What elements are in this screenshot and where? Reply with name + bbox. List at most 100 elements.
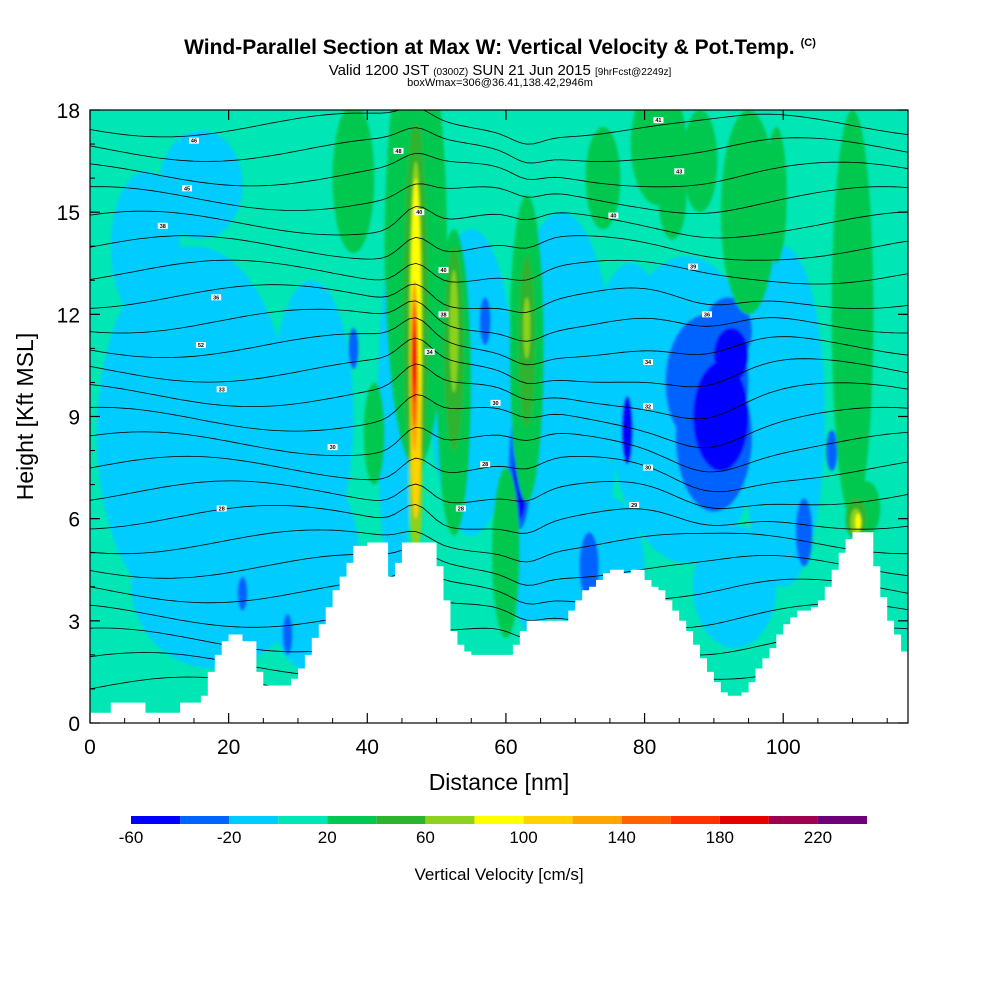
- x-tick-label: 0: [84, 736, 96, 759]
- colorbar-tick-label: -20: [217, 828, 242, 847]
- colorbar-swatch: [131, 816, 181, 824]
- contour-label-bg: [674, 168, 685, 175]
- velocity-cell: [523, 297, 531, 359]
- colorbar-swatch: [621, 816, 671, 824]
- velocity-cell: [826, 430, 838, 471]
- isentrope-line: [90, 547, 908, 586]
- contour-label-bg: [327, 444, 338, 451]
- contour-label-bg: [490, 399, 501, 406]
- contour-label-bg: [455, 505, 466, 512]
- colorbar-tick-label: 220: [804, 828, 832, 847]
- contour-label-bg: [157, 222, 168, 229]
- velocity-cell: [596, 263, 666, 434]
- colorbar-swatch: [572, 816, 622, 824]
- velocity-cell: [282, 614, 293, 655]
- contour-label: 39: [690, 265, 696, 271]
- velocity-cell: [409, 123, 423, 179]
- contour-label: 40: [416, 210, 422, 216]
- isentrope-line: [90, 363, 908, 420]
- colorbar-swatch: [523, 816, 573, 824]
- velocity-cell: [765, 127, 787, 264]
- chart-subtitle: Valid 1200 JST (0300Z) SUN 21 Jun 2015 […: [328, 62, 672, 79]
- colorbar-tick-label: -60: [119, 828, 144, 847]
- contour-label: 28: [482, 462, 488, 468]
- contour-label-bg: [480, 461, 491, 468]
- contour-label-bg: [438, 267, 449, 274]
- contour-label: 40: [440, 268, 446, 274]
- colorbar-swatch: [278, 816, 328, 824]
- x-axis-label: Distance [nm]: [429, 769, 570, 795]
- velocity-cell: [110, 171, 181, 322]
- contour-label: 40: [610, 214, 616, 220]
- velocity-cell: [713, 327, 749, 383]
- isentrope-line: [90, 152, 908, 188]
- contour-label: 43: [676, 169, 682, 175]
- velocity-cell: [270, 280, 354, 553]
- isentrope-line: [90, 183, 908, 214]
- colorbar: -60 -20 20 60 100 140 180 220 Vertical Velocity …: [119, 816, 867, 884]
- y-tick-label: 18: [57, 100, 80, 123]
- y-tick-label: 9: [68, 407, 80, 430]
- chart-title: Wind-Parallel Section at Max W: Vertical…: [184, 36, 816, 59]
- velocity-cell: [720, 110, 777, 315]
- contour-label-bg: [701, 311, 712, 318]
- isentrope-line: [90, 235, 908, 261]
- contour-label-bg: [414, 209, 425, 216]
- contour-label-bg: [216, 386, 227, 393]
- contour-label-bg: [216, 505, 227, 512]
- velocity-cell: [449, 270, 459, 393]
- contour-labels: 46 45 38 36 52 33 30 28 48 40 40 38 34 30 28 28 41 43 40 39…: [157, 117, 712, 512]
- velocity-cell: [831, 110, 874, 519]
- contour-label: 30: [330, 445, 336, 451]
- y-tick-label: 6: [68, 509, 80, 532]
- velocity-cell: [585, 127, 621, 230]
- contour-label: 30: [645, 466, 651, 472]
- velocity-cell: [237, 576, 248, 611]
- contour-label-bg: [182, 185, 193, 192]
- velocity-cell: [479, 297, 491, 345]
- colorbar-swatch: [817, 816, 867, 824]
- velocity-cell: [363, 382, 385, 485]
- contour-label: 28: [458, 506, 464, 512]
- contour-label: 41: [655, 118, 661, 124]
- isentrope-line: [90, 317, 908, 366]
- contour-label-bg: [188, 137, 199, 144]
- isentrope-line: [90, 594, 908, 629]
- isentrope-line: [90, 300, 908, 342]
- colorbar-swatch: [768, 816, 818, 824]
- colorbar-swatch: [425, 816, 475, 824]
- contour-label-bg: [643, 359, 654, 366]
- contour-label: 52: [198, 343, 204, 349]
- colorbar-tick-label: 60: [416, 828, 435, 847]
- velocity-cell: [795, 498, 813, 567]
- contour-label: 45: [184, 186, 190, 192]
- y-tick-label: 0: [68, 713, 80, 736]
- velocity-field: [96, 110, 881, 672]
- isentrope-line: [90, 259, 908, 285]
- velocity-cell: [332, 110, 375, 254]
- plot-area: 46 45 38 36 52 33 30 28 48 40 40 38 34 30 28 28 41 43 40 39…: [90, 110, 908, 723]
- isentrope-line: [90, 127, 908, 164]
- colorbar-tick-label: 180: [706, 828, 734, 847]
- y-tick-label: 3: [68, 611, 80, 634]
- contour-label: 32: [645, 404, 651, 410]
- contour-label: 38: [440, 312, 446, 318]
- colorbar-swatch: [474, 816, 524, 824]
- isentrope-line: [90, 426, 908, 473]
- contour-label-bg: [424, 348, 435, 355]
- contour-label: 48: [395, 149, 401, 155]
- contour-label: 30: [492, 401, 498, 407]
- contour-label-bg: [393, 147, 404, 154]
- contour-label-bg: [688, 263, 699, 270]
- contour-label-bg: [211, 294, 222, 301]
- contour-label-bg: [629, 502, 640, 509]
- isentrope-line: [90, 337, 908, 388]
- subtitle-forecast: [9hrFcst@2249z]: [595, 67, 672, 78]
- copyright-mark: (C): [800, 37, 816, 49]
- contour-label: 36: [704, 312, 710, 318]
- velocity-cell: [682, 110, 718, 213]
- terrain: [90, 532, 908, 723]
- colorbar-swatch: [229, 816, 279, 824]
